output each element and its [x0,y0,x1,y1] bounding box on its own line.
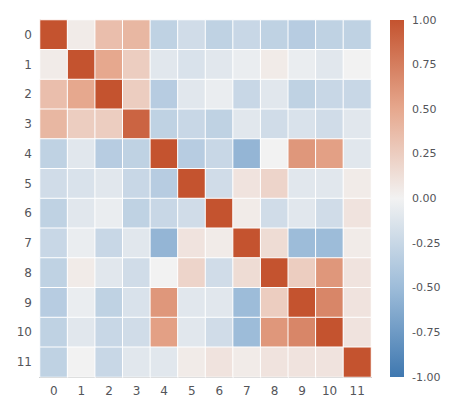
svg-text:-0.25: -0.25 [412,237,440,250]
svg-text:4: 4 [160,384,168,398]
svg-text:10: 10 [322,384,337,398]
svg-text:11: 11 [350,384,365,398]
svg-text:0: 0 [50,384,58,398]
svg-text:-0.75: -0.75 [412,326,440,339]
svg-text:5: 5 [24,177,32,191]
svg-text:9: 9 [24,296,32,310]
svg-text:0.25: 0.25 [412,147,437,160]
svg-text:4: 4 [24,147,32,161]
svg-text:9: 9 [298,384,306,398]
svg-text:3: 3 [133,384,141,398]
svg-text:6: 6 [24,206,32,220]
svg-text:2: 2 [24,87,32,101]
svg-text:10: 10 [17,325,32,339]
svg-text:2: 2 [105,384,113,398]
svg-text:0: 0 [24,28,32,42]
svg-text:11: 11 [17,355,32,369]
svg-text:8: 8 [24,266,32,280]
svg-text:-0.50: -0.50 [412,281,440,294]
svg-text:-1.00: -1.00 [412,371,440,384]
svg-text:8: 8 [271,384,279,398]
svg-text:7: 7 [24,236,32,250]
svg-text:3: 3 [24,117,32,131]
svg-text:0.00: 0.00 [412,192,437,205]
svg-text:0.50: 0.50 [412,103,437,116]
svg-text:7: 7 [243,384,251,398]
svg-text:6: 6 [215,384,223,398]
svg-text:1.00: 1.00 [412,14,437,27]
svg-text:5: 5 [188,384,196,398]
svg-text:1: 1 [78,384,86,398]
svg-text:1: 1 [24,58,32,72]
svg-text:0.75: 0.75 [412,58,437,71]
